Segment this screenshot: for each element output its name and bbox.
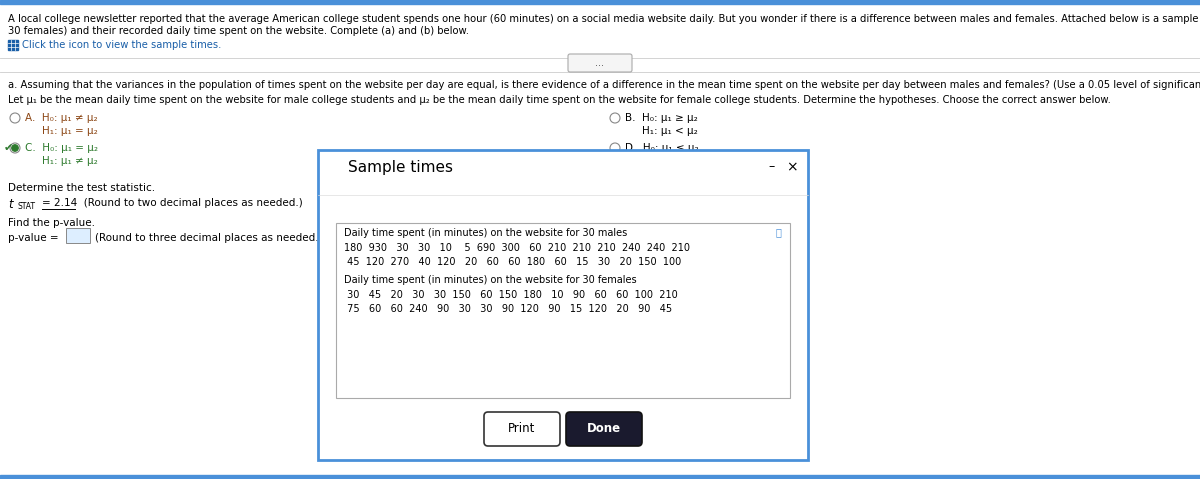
Text: Find the p-value.: Find the p-value. — [8, 218, 95, 228]
Text: ×: × — [786, 160, 798, 174]
Text: B.  H₀: μ₁ ≥ μ₂: B. H₀: μ₁ ≥ μ₂ — [625, 113, 697, 123]
Text: Print: Print — [509, 422, 535, 435]
Text: 75   60   60  240   90   30   30   90  120   90   15  120   20   90   45: 75 60 60 240 90 30 30 90 120 90 15 120 2… — [344, 304, 672, 314]
Bar — [0, 475, 1200, 479]
Text: H₁: μ₁ > μ₂: H₁: μ₁ > μ₂ — [642, 156, 697, 166]
Text: = 2.14  (Round to two decimal places as needed.): = 2.14 (Round to two decimal places as n… — [42, 198, 302, 208]
Text: A.  H₀: μ₁ ≠ μ₂: A. H₀: μ₁ ≠ μ₂ — [25, 113, 97, 123]
Text: H₁: μ₁ < μ₂: H₁: μ₁ < μ₂ — [642, 126, 697, 136]
Text: Let μ₁ be the mean daily time spent on the website for male college students and: Let μ₁ be the mean daily time spent on t… — [8, 95, 1111, 105]
Text: Sample times: Sample times — [348, 160, 454, 175]
Circle shape — [10, 113, 20, 123]
Text: H₁: μ₁ ≠ μ₂: H₁: μ₁ ≠ μ₂ — [42, 156, 97, 166]
Bar — [8, 40, 18, 50]
Circle shape — [12, 145, 18, 151]
Text: STAT: STAT — [17, 202, 35, 211]
Text: Determine the test statistic.: Determine the test statistic. — [8, 183, 155, 193]
Text: Daily time spent (in minutes) on the website for 30 females: Daily time spent (in minutes) on the web… — [344, 275, 637, 285]
FancyBboxPatch shape — [66, 228, 90, 243]
Text: p-value =: p-value = — [8, 233, 59, 243]
Text: 30   45   20   30   30  150   60  150  180   10   90   60   60  100  210: 30 45 20 30 30 150 60 150 180 10 90 60 6… — [344, 290, 678, 300]
Text: A local college newsletter reported that the average American college student sp: A local college newsletter reported that… — [8, 14, 1200, 24]
Bar — [0, 0, 1200, 4]
FancyBboxPatch shape — [484, 412, 560, 446]
Circle shape — [610, 113, 620, 123]
Text: 45  120  270   40  120   20   60   60  180   60   15   30   20  150  100: 45 120 270 40 120 20 60 60 180 60 15 30 … — [344, 257, 682, 267]
Text: 180  930   30   30   10    5  690  300   60  210  210  210  240  240  210: 180 930 30 30 10 5 690 300 60 210 210 21… — [344, 243, 690, 253]
Text: Done: Done — [587, 422, 622, 435]
FancyBboxPatch shape — [318, 150, 808, 460]
Text: t: t — [8, 198, 13, 211]
Text: ⧉: ⧉ — [776, 227, 782, 237]
Text: 30 females) and their recorded daily time spent on the website. Complete (a) and: 30 females) and their recorded daily tim… — [8, 26, 469, 36]
Text: a. Assuming that the variances in the population of times spent on the website p: a. Assuming that the variances in the po… — [8, 80, 1200, 90]
Text: C.  H₀: μ₁ = μ₂: C. H₀: μ₁ = μ₂ — [25, 143, 98, 153]
FancyBboxPatch shape — [336, 223, 790, 398]
Circle shape — [610, 143, 620, 153]
Circle shape — [10, 143, 20, 153]
FancyBboxPatch shape — [566, 412, 642, 446]
Text: Click the icon to view the sample times.: Click the icon to view the sample times. — [22, 40, 221, 50]
Text: D.  H₀: μ₁ ≤ μ₂: D. H₀: μ₁ ≤ μ₂ — [625, 143, 698, 153]
Text: Daily time spent (in minutes) on the website for 30 males: Daily time spent (in minutes) on the web… — [344, 228, 628, 238]
Text: ...: ... — [595, 58, 605, 68]
Text: ✔: ✔ — [4, 143, 13, 153]
FancyBboxPatch shape — [568, 54, 632, 72]
Text: H₁: μ₁ = μ₂: H₁: μ₁ = μ₂ — [42, 126, 97, 136]
Text: –: – — [768, 160, 774, 173]
Text: (Round to three decimal places as needed.): (Round to three decimal places as needed… — [95, 233, 323, 243]
